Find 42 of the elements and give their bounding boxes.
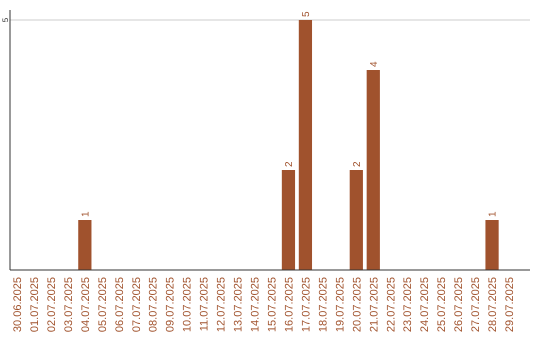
x-tick-label: 27.07.2025 [470,277,482,332]
data-label: 2 [352,161,363,167]
x-tick-label: 10.07.2025 [182,277,194,332]
bar [485,220,499,270]
x-tick-label: 19.07.2025 [334,277,346,332]
bar [350,170,363,270]
x-tick-label: 11.07.2025 [198,277,211,332]
bar [78,220,92,270]
x-tick-label: 01.07.2025 [28,277,41,332]
bar [366,70,380,270]
x-tick-label: 08.07.2025 [148,277,160,332]
x-tick-label: 28.07.2025 [487,277,500,332]
data-label: 5 [300,11,312,17]
x-tick-label: 20.07.2025 [351,277,364,332]
data-label: 2 [284,161,295,167]
x-tick-label: 02.07.2025 [46,277,58,332]
x-tick-label: 17.07.2025 [300,277,312,332]
bar [282,170,296,270]
data-label: 1 [80,211,92,217]
x-tick-label: 30.06.2025 [12,277,24,332]
x-tick-label: 13.07.2025 [232,277,245,332]
x-tick-label: 05.07.2025 [96,277,109,332]
data-label: 4 [368,61,380,67]
x-tick-label: 22.07.2025 [385,277,398,332]
bar [298,20,312,270]
x-tick-label: 23.07.2025 [402,277,414,332]
x-tick-label: 16.07.2025 [283,277,296,332]
x-tick-label: 25.07.2025 [436,277,448,332]
x-tick-label: 07.07.2025 [130,277,143,332]
x-tick-label: 26.07.2025 [453,277,466,332]
x-tick-label: 04.07.2025 [80,277,92,332]
x-tick-label: 29.07.2025 [504,277,516,332]
x-tick-label: 15.07.2025 [266,277,278,332]
x-tick-label: 09.07.2025 [164,277,177,332]
x-tick-label: 03.07.2025 [62,277,75,332]
x-tick-label: 14.07.2025 [250,277,262,332]
x-tick-label: 06.07.2025 [114,277,126,332]
data-label: 1 [488,211,499,217]
x-tick-label: 24.07.2025 [419,277,432,332]
x-tick-label: 18.07.2025 [317,277,330,332]
x-tick-label: 12.07.2025 [216,277,228,332]
x-tick-label: 21.07.2025 [368,277,380,332]
